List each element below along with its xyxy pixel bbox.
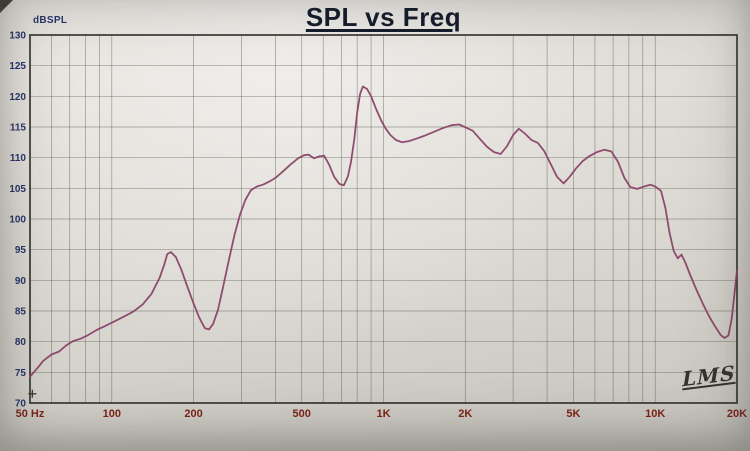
x-tick-label: 20K xyxy=(727,408,747,420)
y-tick-label: 95 xyxy=(15,245,27,256)
x-tick-label: 500 xyxy=(293,408,311,420)
y-axis-labels: 130 125 120 115 110 105 100 95 90 85 80 75 70 xyxy=(9,31,26,410)
y-tick-label: 105 xyxy=(9,184,26,195)
y-tick-label: 115 xyxy=(10,123,27,134)
y-tick-label: 110 xyxy=(10,153,27,164)
x-tick-label: 100 xyxy=(103,408,121,420)
x-tick-label: 10K xyxy=(645,408,665,420)
chart-title: SPL vs Freq xyxy=(305,2,462,32)
y-tick-label: 125 xyxy=(9,61,26,72)
x-tick-label: 1K xyxy=(376,408,390,420)
y-tick-label: 90 xyxy=(15,276,27,287)
x-tick-label: 2K xyxy=(458,408,472,420)
y-tick-label: 75 xyxy=(15,368,27,379)
y-tick-label: 80 xyxy=(15,337,27,348)
y-tick-label: 70 xyxy=(15,399,27,410)
x-tick-label: 50 Hz xyxy=(16,408,45,420)
spl-curve xyxy=(29,85,738,378)
x-axis-labels: 50 Hz 100 200 500 1K 2K 5K 10K 20K xyxy=(16,408,748,420)
y-gridlines xyxy=(30,65,737,373)
plot-frame xyxy=(29,34,738,404)
cursor-marker xyxy=(28,389,37,398)
x-tick-label: 5K xyxy=(566,408,580,420)
photo-corner-shadow xyxy=(0,0,13,13)
y-axis-unit-label: dBSPL xyxy=(33,15,68,26)
y-tick-label: 100 xyxy=(9,215,26,226)
y-tick-label: 130 xyxy=(9,31,26,42)
x-tick-label: 200 xyxy=(184,408,202,420)
y-tick-label: 85 xyxy=(15,307,27,318)
y-tick-label: 120 xyxy=(9,92,26,103)
